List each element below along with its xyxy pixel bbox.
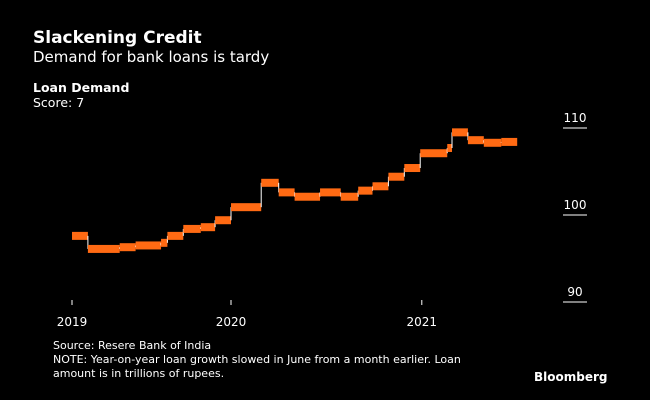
step-segment <box>320 188 341 197</box>
step-segment <box>467 136 484 145</box>
step-segment <box>167 231 184 240</box>
step-segment <box>483 138 502 147</box>
source-text: Source: Resere Bank of India <box>53 339 212 352</box>
step-segment <box>340 192 359 201</box>
chart-subtitle: Demand for bank loans is tardy <box>33 48 270 66</box>
note-line-1: NOTE: Year-on-year loan growth slowed in… <box>53 353 461 366</box>
x-tick-label: 2019 <box>57 315 88 329</box>
step-segment <box>215 216 231 225</box>
step-segment <box>87 244 120 253</box>
step-segment <box>135 241 162 250</box>
chart-footer: Source: Resere Bank of India NOTE: Year-… <box>53 339 461 381</box>
step-segment <box>420 149 448 158</box>
step-segment <box>501 137 518 146</box>
legend-score: Score: 7 <box>33 95 85 110</box>
step-segment <box>231 203 262 212</box>
step-segment <box>452 128 468 137</box>
step-segment <box>72 231 88 240</box>
bloomberg-logo: Bloomberg <box>534 370 608 384</box>
step-segment <box>358 186 373 195</box>
x-tick-label: 2020 <box>216 315 247 329</box>
step-segment <box>388 172 405 181</box>
step-segment <box>278 188 295 197</box>
legend-series-name: Loan Demand <box>33 80 130 95</box>
step-segment <box>161 238 168 247</box>
chart-title: Slackening Credit <box>33 28 202 48</box>
step-segment <box>200 223 216 232</box>
note-line-2: amount is in trillions of rupees. <box>53 367 225 380</box>
y-tick-label: 110 <box>564 111 587 125</box>
step-segment <box>372 182 389 191</box>
x-tick-label: 2021 <box>407 315 438 329</box>
step-segment <box>119 243 136 252</box>
step-segment <box>261 178 279 187</box>
step-segment <box>294 192 321 201</box>
y-tick-label: 90 <box>567 285 582 299</box>
step-segment <box>183 224 201 233</box>
step-segment <box>447 144 453 153</box>
y-tick-label: 100 <box>564 198 587 212</box>
step-segment <box>404 164 421 173</box>
